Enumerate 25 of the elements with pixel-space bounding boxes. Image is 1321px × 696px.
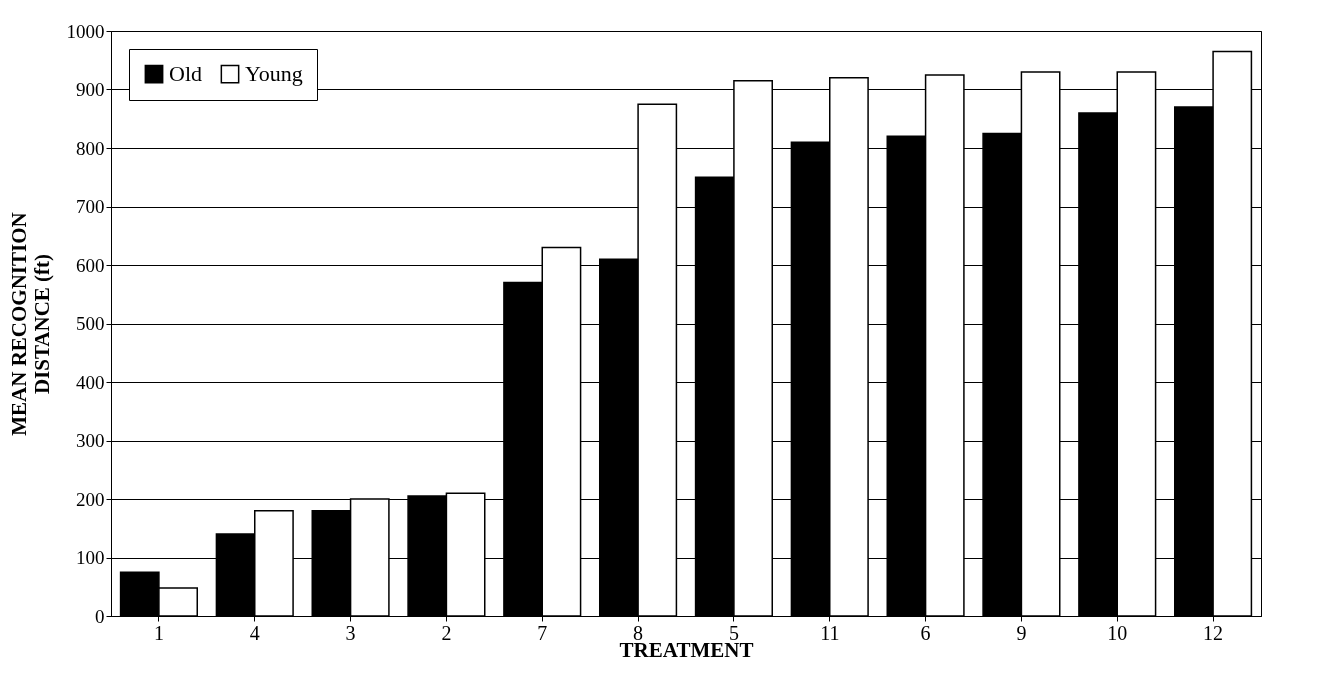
y-tick-label: 700 [76,196,105,217]
y-tick-label: 200 [76,488,105,510]
y-tick-label: 600 [76,254,105,276]
y-axis-title: MEAN RECOGNITION DISTANCE (ft) [6,212,54,436]
x-tick-label: 5 [728,621,739,644]
y-tick-label: 0 [95,605,105,627]
y-tick-label: 900 [76,79,105,100]
y-tick-label: 100 [76,547,105,568]
x-tick-label: 10 [1107,621,1128,644]
x-tick-label: 2 [441,621,452,644]
x-tick-label: 7 [537,621,548,644]
x-tick-label: 11 [820,621,840,644]
x-tick-label: 1 [153,621,164,644]
legend-label: Old [169,61,202,87]
y-tick-label: 400 [76,371,105,393]
x-tick-label: 3 [345,621,356,644]
legend-label: Young [245,61,303,87]
y-tick-label: 800 [76,137,105,159]
y-tick-label: 300 [76,430,105,451]
y-tick-label: 500 [76,313,105,334]
x-tick-label: 6 [920,621,931,644]
x-tick-label: 12 [1203,621,1224,644]
x-tick-label: 9 [1016,621,1027,644]
y-tick-label: 1000 [66,20,105,42]
x-tick-label: 4 [249,621,260,644]
